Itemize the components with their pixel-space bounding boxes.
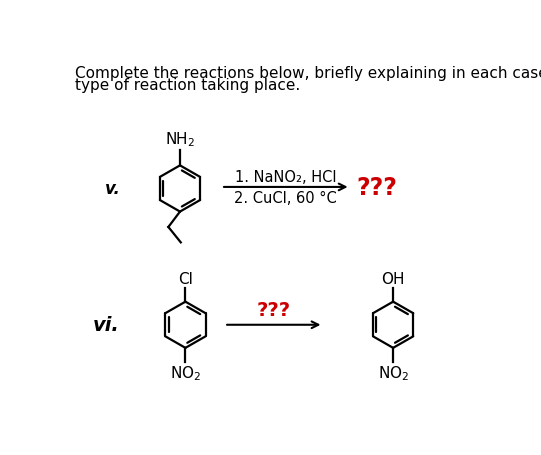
- Text: vi.: vi.: [93, 316, 119, 334]
- Text: OH: OH: [381, 272, 405, 287]
- Text: v.: v.: [105, 180, 121, 198]
- Text: Complete the reactions below, briefly explaining in each case: Complete the reactions below, briefly ex…: [75, 66, 541, 81]
- Text: Cl: Cl: [178, 272, 193, 287]
- Text: ???: ???: [257, 300, 291, 319]
- Text: NO$_2$: NO$_2$: [170, 364, 201, 382]
- Text: type of reaction taking place.: type of reaction taking place.: [75, 78, 301, 93]
- Text: NO$_2$: NO$_2$: [378, 364, 409, 382]
- Text: 1. NaNO₂, HCl: 1. NaNO₂, HCl: [235, 169, 337, 184]
- Text: NH$_2$: NH$_2$: [165, 131, 195, 149]
- Text: ???: ???: [356, 176, 397, 199]
- Text: 2. CuCl, 60 °C: 2. CuCl, 60 °C: [234, 191, 337, 206]
